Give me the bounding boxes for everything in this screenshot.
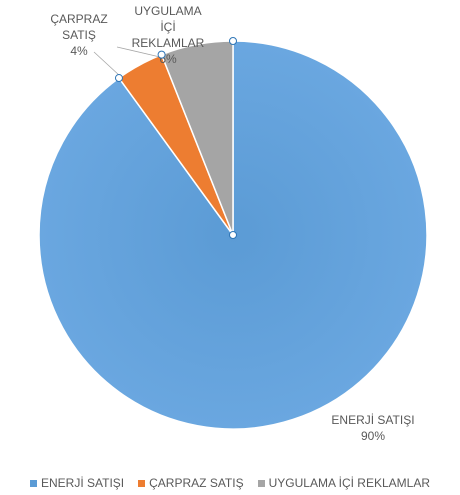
selection-handle[interactable] xyxy=(157,50,166,59)
data-label-1: ENERJİ SATIŞI 90% xyxy=(331,413,414,443)
leader-line-3 xyxy=(116,46,161,58)
legend-label: ÇARPRAZ SATIŞ xyxy=(149,476,244,490)
selection-handle-center[interactable] xyxy=(229,231,237,239)
legend-label: ENERJİ SATIŞI xyxy=(41,476,125,490)
leader-line-2 xyxy=(93,51,121,77)
legend-swatch xyxy=(30,479,37,487)
legend-swatch xyxy=(138,479,146,487)
data-label-2: ÇARPRAZ SATIŞ 4% xyxy=(50,12,107,58)
legend-item-carpraz-satis: ÇARPRAZ SATIŞ xyxy=(138,476,244,490)
legend-label: UYGULAMA İÇİ REKLAMLAR xyxy=(268,476,430,490)
selection-handle[interactable] xyxy=(229,37,237,45)
legend: ENERJİ SATIŞI ÇARPRAZ SATIŞ UYGULAMA İÇİ… xyxy=(0,476,460,490)
legend-swatch xyxy=(257,479,265,487)
legend-item-enerji-satisi: ENERJİ SATIŞI xyxy=(30,476,124,490)
legend-item-uygulama-ici-reklamlar: UYGULAMA İÇİ REKLAMLAR xyxy=(257,476,430,490)
selection-handle[interactable] xyxy=(114,74,123,83)
